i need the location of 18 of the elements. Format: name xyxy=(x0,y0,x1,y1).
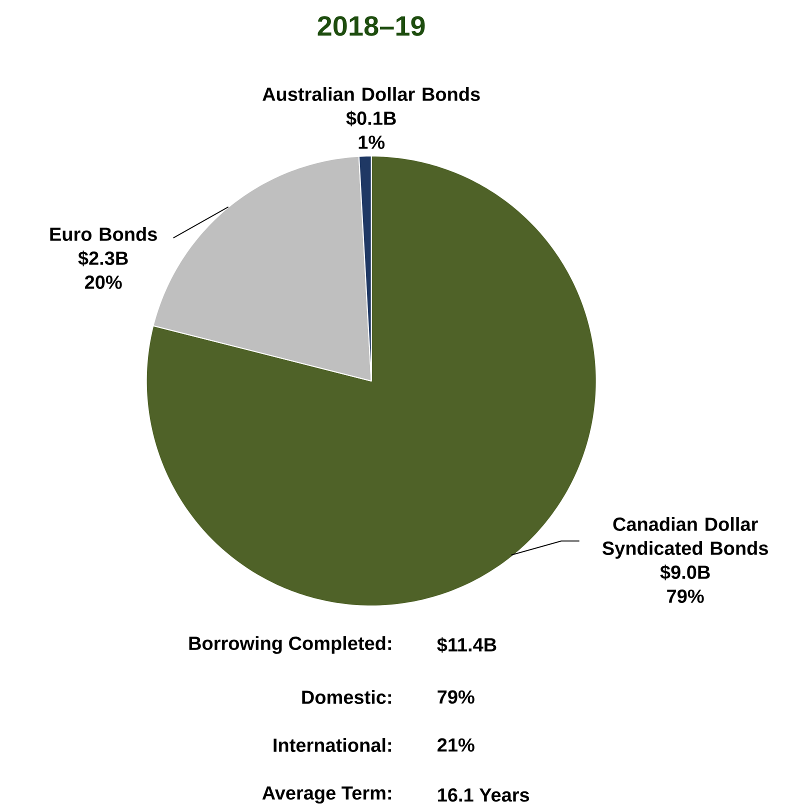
slice-label: Euro Bonds xyxy=(50,227,158,241)
text: 79% xyxy=(438,690,475,704)
text: Average Term: xyxy=(262,786,392,804)
text: International: xyxy=(274,738,392,752)
text: Borrowing Completed: xyxy=(189,636,392,654)
text: 20% xyxy=(85,276,122,289)
chart-title: 2018–19 xyxy=(318,16,425,36)
data-label: $9.0B xyxy=(660,564,710,580)
text: 16.1 Years xyxy=(438,788,530,802)
text: 1% xyxy=(358,136,385,149)
slice-label: Canadian Dollar Syndicated Bonds xyxy=(602,517,768,559)
text: $11.4B xyxy=(437,637,496,653)
text: 21% xyxy=(438,738,475,752)
data-label: $0.1B xyxy=(346,110,396,126)
text: Domestic: xyxy=(302,690,392,704)
data-label: $2.3B xyxy=(78,250,128,266)
text: 79% xyxy=(667,590,704,603)
slice-label: Australian Dollar Bonds xyxy=(262,87,480,101)
